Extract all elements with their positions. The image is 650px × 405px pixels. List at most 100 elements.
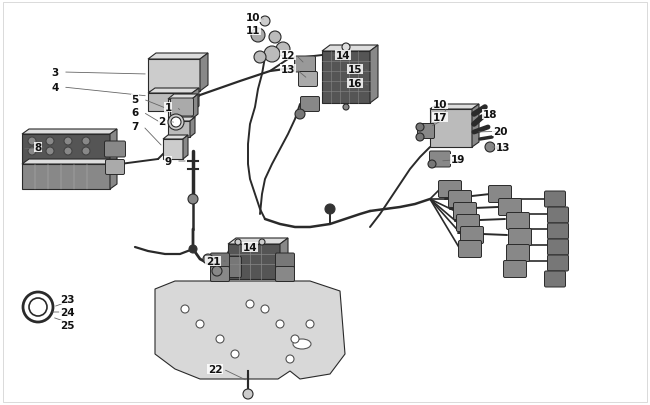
Circle shape [64, 138, 72, 146]
Circle shape [181, 305, 189, 313]
FancyBboxPatch shape [545, 192, 566, 207]
Circle shape [269, 32, 281, 44]
Circle shape [235, 239, 241, 245]
FancyBboxPatch shape [170, 99, 194, 117]
Text: 25: 25 [60, 320, 74, 330]
Text: 9: 9 [164, 157, 172, 166]
FancyBboxPatch shape [300, 97, 320, 112]
Circle shape [82, 148, 90, 156]
Text: 10: 10 [246, 13, 260, 23]
Polygon shape [168, 100, 192, 120]
FancyBboxPatch shape [105, 160, 125, 175]
Text: 13: 13 [281, 65, 295, 75]
Polygon shape [322, 52, 370, 104]
FancyBboxPatch shape [298, 72, 317, 87]
FancyBboxPatch shape [460, 227, 484, 244]
Polygon shape [280, 239, 288, 279]
Circle shape [168, 115, 184, 131]
Polygon shape [168, 118, 195, 122]
Polygon shape [22, 135, 110, 164]
Circle shape [342, 44, 350, 52]
Polygon shape [228, 244, 280, 279]
FancyBboxPatch shape [547, 256, 569, 271]
FancyBboxPatch shape [547, 207, 569, 224]
Polygon shape [22, 160, 117, 164]
Polygon shape [163, 140, 183, 160]
Circle shape [46, 148, 54, 156]
Text: 13: 13 [496, 143, 510, 153]
Circle shape [251, 29, 265, 43]
FancyBboxPatch shape [547, 224, 569, 239]
Polygon shape [110, 160, 117, 190]
Circle shape [276, 320, 284, 328]
Circle shape [28, 148, 36, 156]
FancyBboxPatch shape [211, 254, 229, 269]
Circle shape [295, 110, 305, 120]
Polygon shape [370, 46, 378, 104]
Circle shape [416, 134, 424, 142]
FancyBboxPatch shape [508, 229, 532, 246]
Circle shape [416, 124, 424, 132]
Text: 1: 1 [164, 103, 172, 113]
Polygon shape [148, 54, 208, 60]
Polygon shape [472, 105, 479, 148]
Polygon shape [192, 95, 198, 120]
Polygon shape [183, 136, 188, 160]
Text: 10: 10 [433, 100, 447, 110]
Circle shape [246, 300, 254, 308]
Polygon shape [110, 130, 117, 164]
Text: 21: 21 [206, 256, 220, 266]
Text: 11: 11 [246, 26, 260, 36]
Text: 17: 17 [433, 113, 447, 123]
Polygon shape [430, 110, 472, 148]
Circle shape [82, 138, 90, 146]
Text: 4: 4 [51, 83, 58, 93]
FancyBboxPatch shape [506, 213, 530, 230]
Text: 3: 3 [51, 68, 58, 78]
Circle shape [231, 350, 239, 358]
Polygon shape [322, 46, 378, 52]
FancyBboxPatch shape [214, 257, 242, 278]
Text: 22: 22 [208, 364, 222, 374]
FancyBboxPatch shape [417, 124, 434, 139]
FancyBboxPatch shape [294, 57, 315, 73]
Circle shape [189, 245, 197, 254]
Text: 7: 7 [131, 122, 138, 132]
Polygon shape [155, 281, 345, 379]
Text: 6: 6 [131, 108, 138, 118]
Circle shape [260, 17, 270, 27]
FancyBboxPatch shape [105, 142, 125, 158]
Circle shape [254, 52, 266, 64]
Circle shape [306, 320, 314, 328]
Text: 20: 20 [493, 127, 507, 136]
Text: 19: 19 [451, 155, 465, 164]
Polygon shape [163, 136, 188, 140]
Circle shape [261, 305, 269, 313]
Circle shape [259, 239, 265, 245]
Circle shape [343, 105, 349, 111]
Text: 2: 2 [159, 117, 166, 127]
Circle shape [203, 254, 213, 264]
Polygon shape [168, 95, 198, 100]
Polygon shape [148, 89, 199, 94]
Circle shape [196, 320, 204, 328]
Polygon shape [192, 89, 199, 112]
Circle shape [276, 43, 290, 57]
Circle shape [485, 143, 495, 153]
Circle shape [171, 118, 181, 128]
Text: 12: 12 [281, 51, 295, 61]
Circle shape [212, 266, 222, 276]
FancyBboxPatch shape [458, 241, 482, 258]
FancyBboxPatch shape [506, 245, 530, 262]
Circle shape [216, 335, 224, 343]
Circle shape [243, 389, 253, 399]
FancyBboxPatch shape [448, 191, 471, 208]
FancyBboxPatch shape [504, 261, 526, 278]
Text: 14: 14 [335, 51, 350, 61]
FancyBboxPatch shape [456, 215, 480, 232]
FancyBboxPatch shape [276, 254, 294, 269]
Polygon shape [22, 164, 110, 190]
Circle shape [264, 47, 280, 63]
Text: 8: 8 [34, 143, 42, 153]
FancyBboxPatch shape [547, 239, 569, 256]
